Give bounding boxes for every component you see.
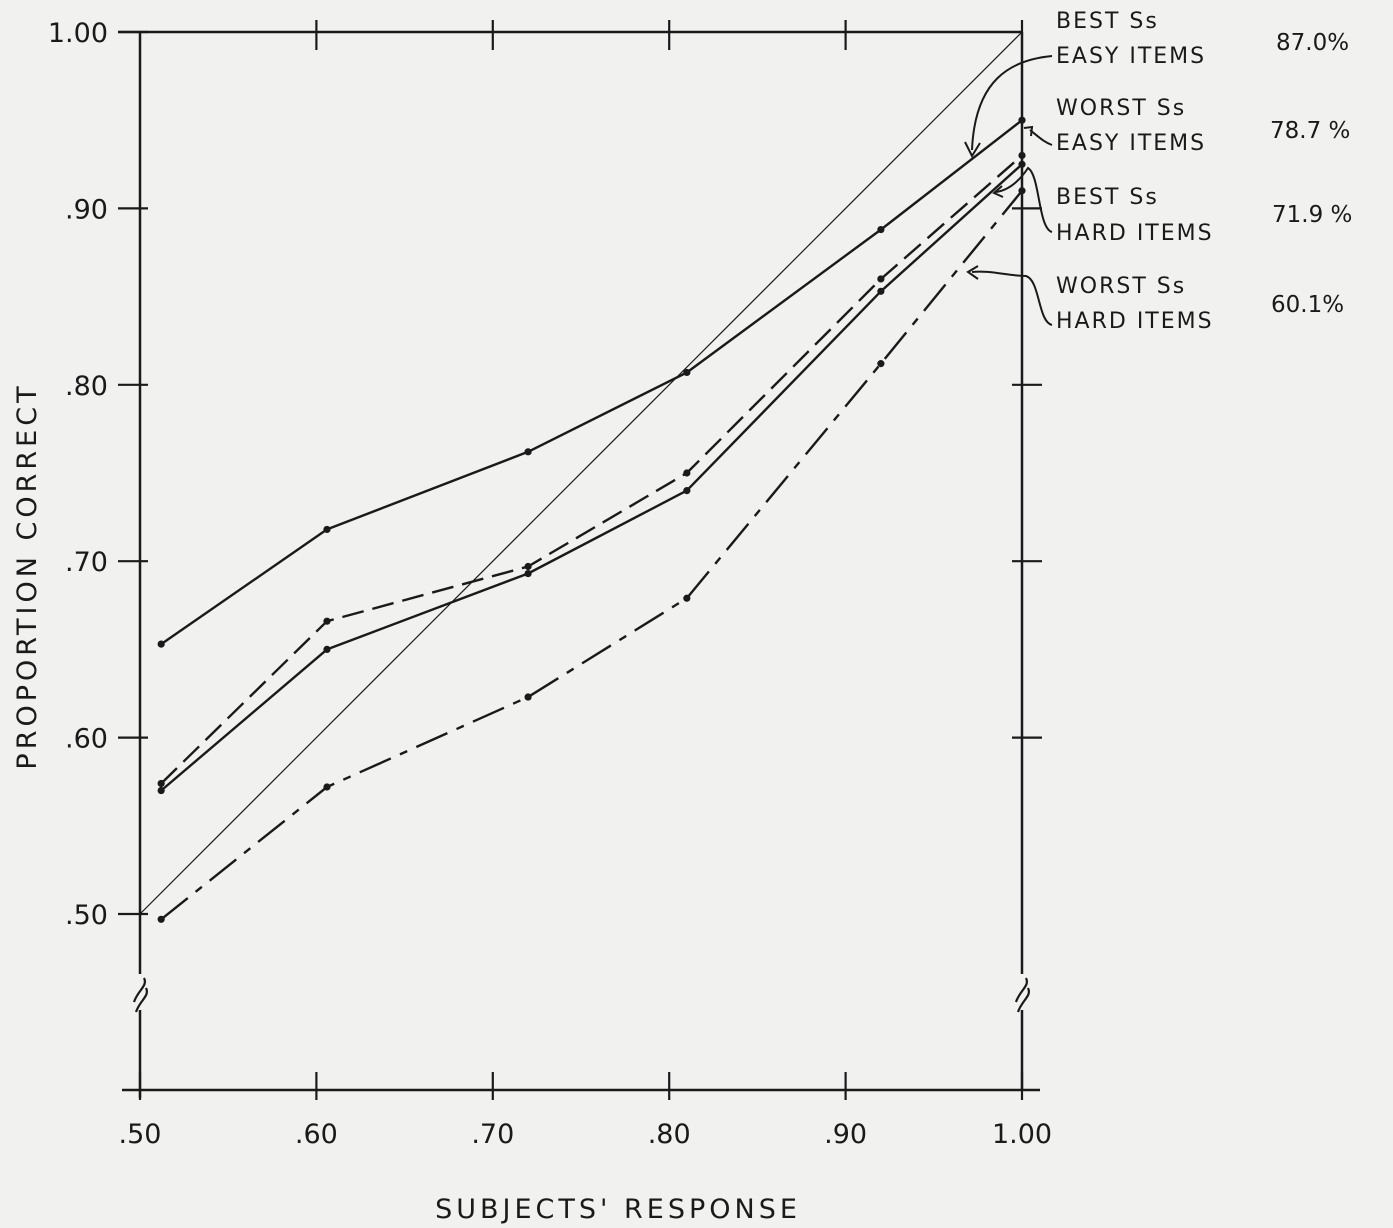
- arrowhead: [966, 265, 979, 280]
- data-point: [683, 487, 691, 495]
- data-point: [1018, 151, 1026, 160]
- data-point: [157, 915, 165, 923]
- axes: .50 .60 .70 .80 .90 1.00 .50 .60 .70 .80 .90 1.00: [48, 18, 1052, 1150]
- data-point: [524, 562, 532, 571]
- y-tick-label: .60: [65, 724, 108, 755]
- data-point: [877, 275, 885, 283]
- data-point: [524, 448, 532, 456]
- reference-diagonal-line: [139, 31, 1023, 915]
- data-point: [157, 786, 165, 795]
- data-point: [877, 360, 885, 368]
- data-point: [323, 525, 331, 534]
- legend-label-line1: BEST Ss: [1056, 9, 1159, 34]
- x-tick-label: .60: [295, 1119, 338, 1150]
- legend-percent: 60.1%: [1271, 292, 1344, 318]
- legend-label-line1: WORST Ss: [1056, 274, 1186, 299]
- left-axis-break-mark: [132, 977, 148, 1013]
- series-line-4: [160, 190, 1023, 921]
- series-line-3: [160, 163, 1023, 792]
- arrowhead: [1023, 125, 1034, 137]
- data-point: [683, 594, 691, 602]
- data-point: [157, 640, 165, 648]
- legend-pointer-arrow: [971, 270, 1053, 326]
- legend-percent: 78.7 %: [1270, 118, 1350, 144]
- legend-pointer-arrow: [971, 55, 1053, 151]
- data-point: [157, 779, 165, 788]
- legend-label-line1: WORST Ss: [1056, 96, 1186, 121]
- legend-percent: 87.0%: [1276, 30, 1349, 56]
- series-lines: [157, 116, 1026, 923]
- legend-label-line2: EASY ITEMS: [1056, 44, 1206, 69]
- series-line-2: [160, 154, 1023, 785]
- y-tick-label: .50: [65, 900, 108, 931]
- legend-percent: 71.9 %: [1272, 202, 1352, 228]
- y-axis-title: PROPORTION CORRECT: [12, 382, 43, 769]
- x-axis-title: SUBJECTS' RESPONSE: [435, 1194, 801, 1225]
- legend-label-line2: HARD ITEMS: [1056, 221, 1214, 246]
- data-point: [524, 693, 532, 701]
- data-point: [1018, 160, 1026, 168]
- data-point: [877, 225, 885, 234]
- y-tick-label: .90: [65, 194, 108, 225]
- x-tick-label: .70: [471, 1119, 514, 1150]
- x-tick-label: 1.00: [992, 1119, 1052, 1150]
- x-tick-label: .80: [648, 1119, 691, 1150]
- data-point: [323, 645, 331, 654]
- data-point: [683, 368, 691, 377]
- legend-pointer-arrow: [995, 166, 1053, 233]
- legend-label-line1: BEST Ss: [1056, 185, 1159, 210]
- x-tick-label: .90: [824, 1119, 867, 1150]
- data-point: [683, 469, 691, 477]
- x-tick-label: .50: [119, 1119, 162, 1150]
- data-point: [323, 617, 331, 625]
- legend-pointer-arrow: [1029, 129, 1053, 146]
- legend-label-line2: HARD ITEMS: [1056, 309, 1214, 334]
- data-point: [877, 287, 885, 295]
- arrowhead: [964, 141, 981, 159]
- right-axis-break-mark: [1014, 977, 1030, 1013]
- legend-label-line2: EASY ITEMS: [1056, 131, 1206, 156]
- identity-reference-line: [139, 31, 1023, 915]
- data-point: [1018, 187, 1026, 195]
- arrowhead: [992, 185, 1004, 198]
- series-line-1: [160, 119, 1023, 646]
- data-point: [524, 569, 532, 578]
- y-tick-label: 1.00: [48, 18, 108, 49]
- data-point: [1018, 116, 1026, 124]
- legend: BEST Ss EASY ITEMS 87.0% WORST Ss EASY ITEMS…: [964, 9, 1352, 334]
- y-tick-label: .80: [65, 371, 108, 402]
- y-tick-label: .70: [65, 547, 108, 578]
- data-point: [323, 783, 331, 791]
